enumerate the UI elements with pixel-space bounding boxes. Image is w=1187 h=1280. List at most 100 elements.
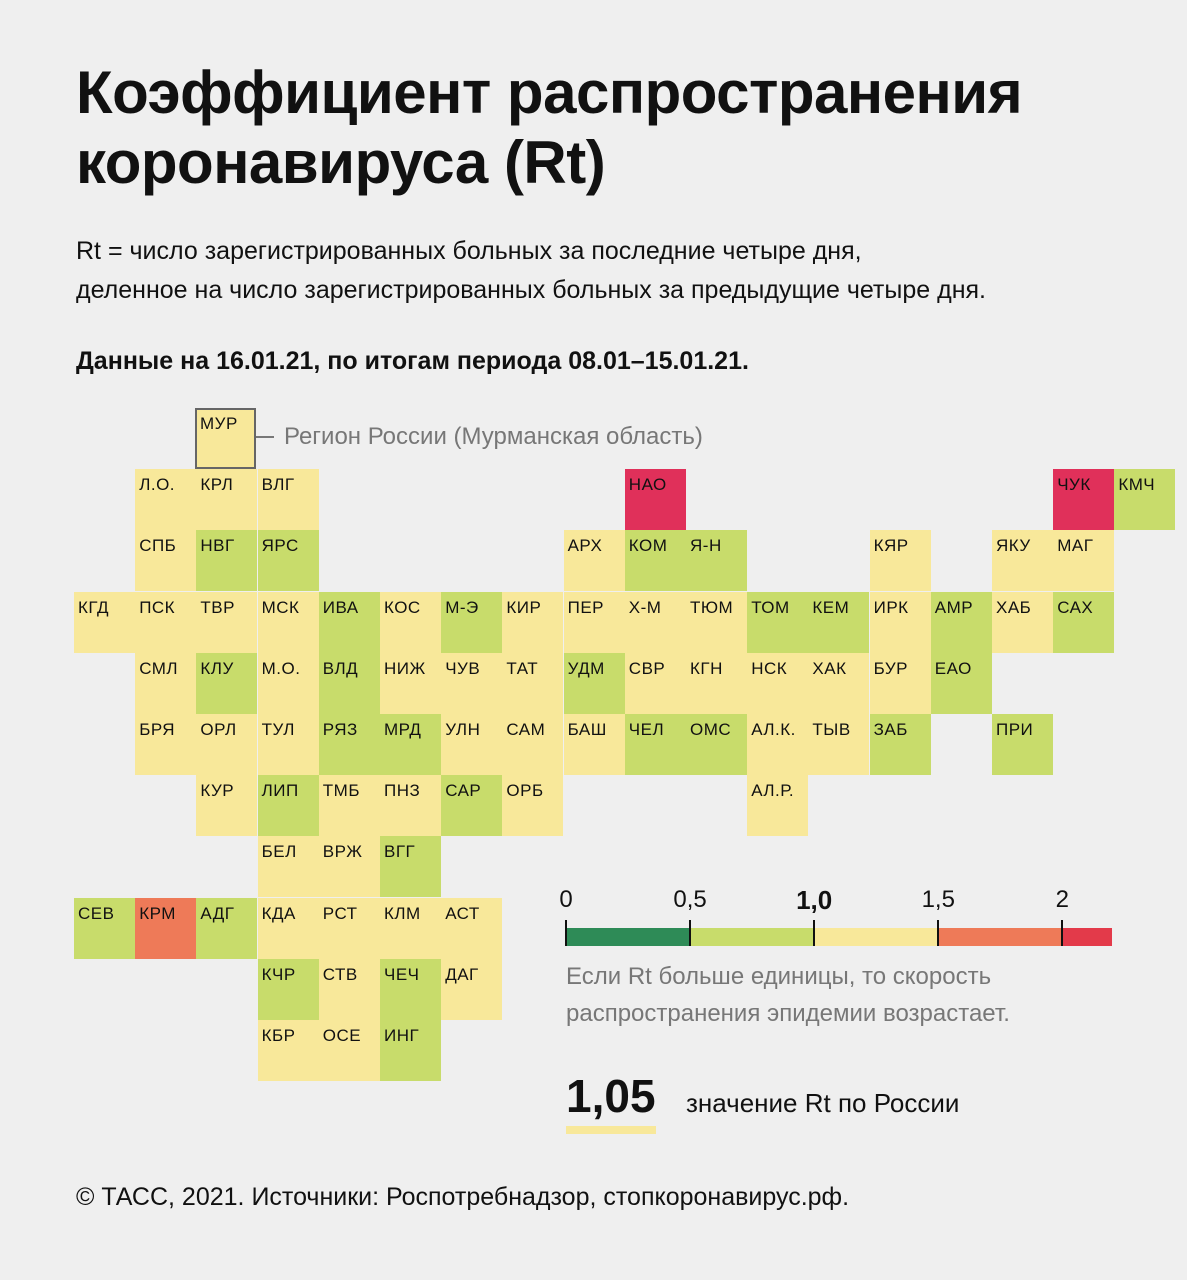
scale-segment	[938, 928, 1063, 946]
region-tile: КБР	[257, 1020, 319, 1081]
region-tile: АДГ	[196, 897, 258, 959]
region-tile: КЛМ	[380, 897, 441, 959]
region-tile: САХ	[1053, 591, 1115, 653]
region-tile: ОРБ	[502, 775, 564, 837]
legend-note: Если Rt больше единицы, то скорость расп…	[566, 958, 1126, 1032]
region-tile: СПБ	[135, 530, 197, 592]
example-tile: МУР	[195, 408, 256, 469]
formula-line-1: Rt = число зарегистрированных больных за…	[76, 237, 862, 265]
page-title: Коэффициент распространения коронавируса…	[76, 58, 1136, 198]
scale-tick-label: 1,0	[796, 885, 833, 915]
region-tile: ТУЛ	[257, 714, 319, 775]
region-tile: АЛ.К.	[747, 714, 809, 775]
region-tile: КДА	[257, 897, 319, 959]
russia-rt-value: 1,05	[566, 1068, 656, 1134]
region-tile: НАО	[624, 469, 686, 531]
region-tile: КЯР	[869, 530, 931, 592]
region-tile: КГН	[686, 652, 747, 714]
region-tile: КИР	[502, 591, 564, 653]
region-tile: АМР	[930, 591, 992, 653]
region-tile: ОСЕ	[318, 1020, 380, 1081]
region-tile: ПНЗ	[380, 775, 441, 837]
region-tile: КРЛ	[196, 469, 258, 531]
region-tile: ДАГ	[441, 958, 503, 1020]
scale-tick-mark	[1061, 920, 1064, 946]
region-tile: Х-М	[624, 591, 686, 653]
region-tile: КЛУ	[196, 652, 258, 714]
legend-note-line-2: распространения эпидемии возрастает.	[566, 1000, 1010, 1027]
region-tile: ЯКУ	[992, 530, 1053, 592]
region-tile: ИВА	[318, 591, 380, 653]
legend-note-line-1: Если Rt больше единицы, то скорость	[566, 963, 992, 990]
region-tile: МРД	[380, 714, 441, 775]
scale-tick-mark	[689, 920, 692, 946]
formula-description: Rt = число зарегистрированных больных за…	[76, 232, 1156, 310]
region-tile: КУР	[196, 775, 258, 837]
scale-tick-mark	[565, 920, 567, 946]
region-tile: МАГ	[1053, 530, 1115, 592]
region-tile: ЧУВ	[441, 652, 503, 714]
region-tile: ХАК	[808, 652, 870, 714]
region-tile: КМЧ	[1114, 469, 1176, 531]
region-tile: ОРЛ	[196, 714, 258, 775]
region-tile: ПСК	[135, 591, 197, 653]
scale-tick-mark	[937, 920, 940, 946]
region-tile: М.О.	[257, 652, 319, 714]
title-line-2: коронавируса (Rt)	[76, 129, 606, 196]
region-tile: КГД	[74, 591, 135, 653]
scale-tick-label: 1,5	[921, 886, 955, 913]
scale-segment	[690, 928, 815, 946]
scale-tick-label: 0	[559, 886, 573, 913]
region-tile: РЯЗ	[318, 714, 380, 775]
region-tile: КОС	[380, 591, 441, 653]
region-tile: ИНГ	[380, 1020, 441, 1081]
scale-segment	[566, 928, 691, 946]
title-line-1: Коэффициент распространения	[76, 59, 1023, 126]
region-tile: УДМ	[563, 652, 625, 714]
region-tile: ВГГ	[380, 836, 441, 898]
region-tile: САМ	[502, 714, 564, 775]
region-tile: ЗАБ	[869, 714, 931, 775]
region-tile: ТЮМ	[686, 591, 747, 653]
region-tile: БРЯ	[135, 714, 197, 775]
scale-tick-label: 0,5	[673, 886, 707, 913]
region-tile: СВР	[624, 652, 686, 714]
region-tile: ЯРС	[257, 530, 319, 592]
region-tile: СМЛ	[135, 652, 197, 714]
region-tile: ЧЕЧ	[380, 958, 441, 1020]
region-tile: ЧЕЛ	[624, 714, 686, 775]
region-tile: ПЕР	[563, 591, 625, 653]
region-tile: КЧР	[257, 958, 319, 1020]
region-tile: ВЛД	[318, 652, 380, 714]
region-tile: ТЫВ	[808, 714, 870, 775]
region-tile: БЕЛ	[257, 836, 319, 898]
region-tile: ТМБ	[318, 775, 380, 837]
region-tile: НВГ	[196, 530, 258, 592]
region-tile: КОМ	[624, 530, 686, 592]
region-tile: Л.О.	[135, 469, 197, 531]
data-date: Данные на 16.01.21, по итогам периода 08…	[76, 347, 749, 375]
region-tile: МСК	[257, 591, 319, 653]
region-tile: БУР	[869, 652, 931, 714]
region-tile: ПРИ	[992, 714, 1053, 775]
scale-tick-label: 2	[1055, 886, 1070, 913]
example-connector-line	[256, 436, 274, 438]
region-tile: РСТ	[318, 897, 380, 959]
formula-line-2: деленное на число зарегистрированных бол…	[76, 276, 986, 304]
region-tile: ИРК	[869, 591, 931, 653]
region-tile: ЛИП	[257, 775, 319, 837]
region-tile: ОМС	[686, 714, 747, 775]
region-tile: КРМ	[135, 897, 197, 959]
example-label: Регион России (Мурманская область)	[284, 423, 703, 450]
region-tile: ЕАО	[930, 652, 992, 714]
region-tile: ЧУК	[1053, 469, 1115, 531]
scale-segment	[1062, 928, 1112, 946]
region-tile: СТВ	[318, 958, 380, 1020]
region-tile: М-Э	[441, 591, 503, 653]
scale-tick-mark	[813, 920, 816, 946]
region-tile: ТОМ	[747, 591, 809, 653]
region-tile: ТАТ	[502, 652, 564, 714]
scale-segment	[814, 928, 939, 946]
russia-rt-label: значение Rt по России	[686, 1088, 960, 1118]
